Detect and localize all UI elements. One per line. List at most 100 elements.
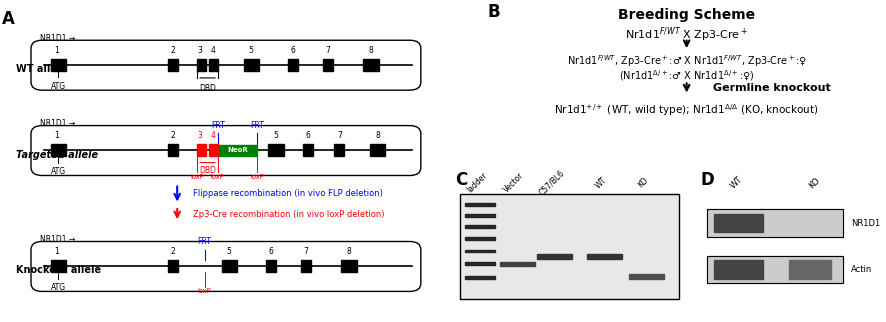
Text: DBD: DBD	[199, 84, 216, 93]
Text: 6: 6	[306, 131, 311, 140]
Bar	[714, 260, 763, 279]
Bar	[465, 276, 495, 279]
Text: A: A	[2, 10, 15, 28]
Text: 1: 1	[54, 46, 59, 55]
Text: Flippase recombination (in vivo FLP deletion): Flippase recombination (in vivo FLP dele…	[193, 189, 383, 198]
Bar	[629, 274, 664, 279]
Bar	[268, 144, 284, 156]
Bar	[168, 144, 178, 156]
Bar	[197, 144, 206, 156]
Bar	[244, 59, 259, 71]
Bar	[341, 260, 356, 272]
Bar	[465, 214, 495, 217]
Text: Zp3-Cre recombination (in vivo loxP deletion): Zp3-Cre recombination (in vivo loxP dele…	[193, 210, 385, 219]
Text: 7: 7	[304, 247, 308, 256]
Text: Nr1d1$^{F/WT}$, Zp3-Cre$^+$:♂ X Nr1d1$^{F/WT}$, Zp3-Cre$^+$:♀: Nr1d1$^{F/WT}$, Zp3-Cre$^+$:♂ X Nr1d1$^{…	[566, 53, 807, 69]
Text: NeoR: NeoR	[228, 147, 248, 153]
Text: WT: WT	[729, 175, 744, 191]
Bar	[465, 262, 495, 265]
Text: 2: 2	[171, 247, 175, 256]
Text: FRT: FRT	[198, 237, 212, 246]
Text: C: C	[455, 171, 468, 189]
Text: loxP: loxP	[198, 288, 212, 294]
Text: WT: WT	[594, 175, 609, 190]
Text: 3: 3	[198, 131, 203, 140]
Bar	[51, 260, 66, 272]
Bar	[303, 144, 314, 156]
Text: DBD: DBD	[199, 166, 216, 175]
Text: 1: 1	[54, 131, 59, 140]
Bar	[197, 59, 206, 71]
Text: Targeted allele: Targeted allele	[15, 149, 97, 160]
Text: ATG: ATG	[51, 167, 66, 176]
Bar	[500, 262, 535, 266]
Text: 8: 8	[375, 131, 380, 140]
Bar	[461, 194, 679, 299]
Text: Vector: Vector	[502, 171, 526, 194]
Bar	[465, 225, 495, 228]
Text: ATG: ATG	[51, 283, 66, 292]
Text: ladder: ladder	[465, 171, 489, 195]
Bar	[707, 256, 843, 283]
Bar	[465, 250, 495, 252]
Bar	[301, 260, 311, 272]
Text: KO: KO	[807, 175, 822, 190]
Bar	[363, 59, 378, 71]
Bar	[789, 260, 831, 279]
Text: ATG: ATG	[51, 82, 66, 91]
Text: 8: 8	[346, 247, 351, 256]
Text: 4: 4	[211, 46, 216, 55]
Text: 4: 4	[211, 131, 216, 140]
Text: 7: 7	[337, 131, 342, 140]
Text: NR1D1: NR1D1	[851, 219, 880, 228]
Bar	[461, 194, 679, 299]
Text: FRT: FRT	[211, 121, 225, 130]
Bar	[707, 209, 843, 237]
Text: C57/BL6: C57/BL6	[537, 168, 566, 197]
Text: NR1D1 →: NR1D1 →	[40, 235, 75, 244]
Bar	[168, 260, 178, 272]
Text: 3: 3	[198, 46, 203, 55]
Bar	[707, 209, 843, 237]
Bar	[714, 214, 763, 232]
Text: loxP: loxP	[211, 174, 224, 180]
Bar	[168, 59, 178, 71]
Text: Nr1d1$^{+/+}$ (WT, wild type); Nr1d1$^{\Delta/\Delta}$ (KO, knockout): Nr1d1$^{+/+}$ (WT, wild type); Nr1d1$^{\…	[555, 102, 819, 118]
Bar	[266, 260, 276, 272]
Bar	[335, 144, 344, 156]
Text: 6: 6	[268, 247, 273, 256]
Text: loxP: loxP	[250, 174, 264, 180]
Bar	[209, 144, 218, 156]
Bar	[209, 59, 218, 71]
Text: loxP: loxP	[190, 174, 204, 180]
Text: 2: 2	[171, 46, 175, 55]
Text: 1: 1	[54, 247, 59, 256]
Text: Actin: Actin	[851, 265, 872, 274]
Bar	[51, 144, 66, 156]
Text: KO: KO	[636, 176, 650, 190]
Text: Knockout allele: Knockout allele	[15, 265, 101, 276]
Text: 6: 6	[291, 46, 295, 55]
Bar	[288, 59, 298, 71]
Bar	[537, 254, 572, 259]
Bar	[323, 59, 333, 71]
Text: B: B	[487, 3, 500, 21]
Text: FRT: FRT	[250, 121, 264, 130]
Bar	[707, 256, 843, 283]
Bar	[222, 260, 237, 272]
Text: Germline knockout: Germline knockout	[713, 83, 831, 93]
Text: 5: 5	[249, 46, 253, 55]
Bar	[220, 145, 257, 156]
Text: (Nr1d1$^{\Delta/+}$:♂ X Nr1d1$^{\Delta/+}$:♀): (Nr1d1$^{\Delta/+}$:♂ X Nr1d1$^{\Delta/+…	[619, 69, 754, 83]
Text: NR1D1 →: NR1D1 →	[40, 119, 75, 128]
Text: Breeding Scheme: Breeding Scheme	[618, 8, 755, 22]
Bar	[465, 203, 495, 206]
Text: 7: 7	[326, 46, 330, 55]
Bar	[51, 59, 66, 71]
Text: WT allele: WT allele	[15, 64, 66, 74]
Text: 5: 5	[273, 131, 278, 140]
Bar	[587, 254, 622, 259]
Text: Nr1d1$^{F/WT}$ X Zp3-Cre$^+$: Nr1d1$^{F/WT}$ X Zp3-Cre$^+$	[626, 25, 748, 44]
Text: 8: 8	[369, 46, 373, 55]
Text: 2: 2	[171, 131, 175, 140]
